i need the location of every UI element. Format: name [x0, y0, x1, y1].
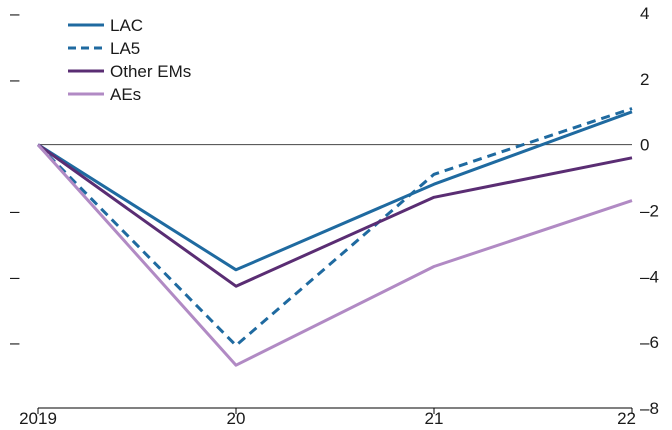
y-tick-label-right: –6 [640, 333, 659, 352]
series-line-la5 [36, 107, 633, 347]
x-tick-label: 2019 [19, 409, 57, 428]
legend-label-la5: LA5 [110, 39, 140, 58]
y-tick-label-left: – [10, 70, 20, 89]
legend-label-lac: LAC [110, 16, 143, 35]
y-tick-label-right: 2 [640, 70, 649, 89]
x-tick-label: 21 [425, 409, 444, 428]
series-line-other-ems [37, 143, 633, 288]
y-tick-label-right: 4 [640, 4, 649, 23]
series-line-aes [36, 143, 633, 367]
legend-label-aes: AEs [110, 85, 141, 104]
x-tick-label: 20 [227, 409, 246, 428]
x-tick-label: 22 [617, 409, 636, 428]
series-layer [36, 107, 633, 367]
y-tick-label-right: 0 [640, 136, 649, 155]
y-tick-label-right: –4 [640, 267, 659, 286]
legend-label-other-ems: Other EMs [110, 62, 191, 81]
y-tick-label-right: –2 [640, 202, 659, 221]
series-line-lac [37, 110, 633, 272]
y-tick-label-right: –8 [640, 399, 659, 418]
y-tick-label-left: – [10, 202, 20, 221]
legend: LAC LA5 Other EMs AEs [68, 16, 191, 104]
y-tick-label-left: – [10, 333, 20, 352]
y-tick-label-left: – [10, 4, 20, 23]
y-tick-label-left: – [10, 267, 20, 286]
